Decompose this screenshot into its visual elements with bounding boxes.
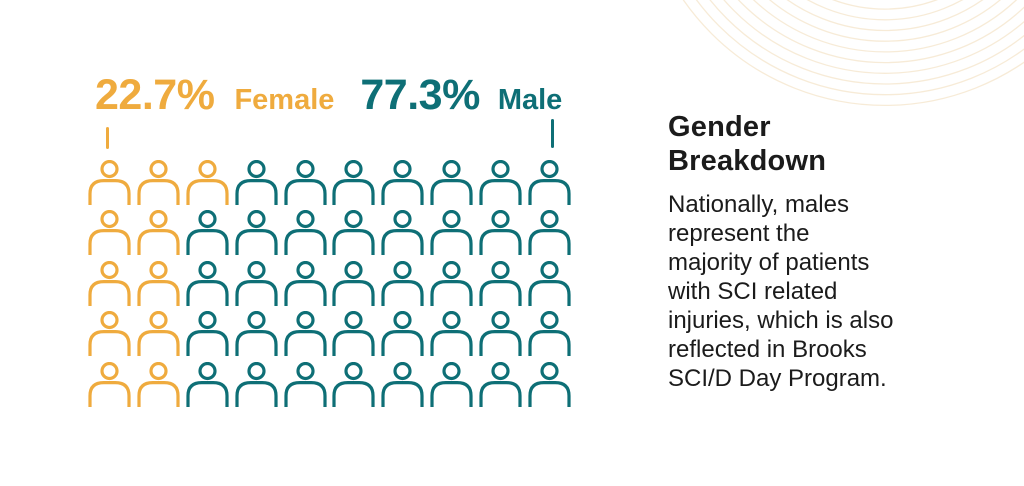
female-person-icon	[137, 160, 186, 210]
male-person-icon	[235, 260, 284, 311]
male-person-icon	[381, 311, 430, 361]
female-person-icon	[137, 311, 186, 361]
male-person-icon	[283, 311, 333, 361]
female-person-icon	[137, 361, 186, 412]
female-person-icon	[88, 311, 137, 361]
male-person-icon	[283, 361, 333, 412]
male-person-icon	[332, 361, 381, 412]
male-person-icon	[283, 160, 333, 210]
female-person-icon	[88, 361, 137, 412]
male-person-icon	[332, 210, 381, 260]
male-person-icon	[332, 311, 381, 361]
male-person-icon	[235, 361, 284, 412]
male-person-icon	[381, 160, 430, 210]
legend: 22.7% Female 77.3% Male	[95, 74, 562, 117]
panel-body-text: Nationally, males represent the majority…	[668, 191, 894, 392]
male-person-icon	[381, 210, 430, 260]
male-person-icon	[479, 210, 528, 260]
female-person-icon	[137, 260, 186, 311]
male-person-icon	[528, 210, 577, 260]
female-person-icon	[88, 160, 137, 210]
male-person-icon	[235, 160, 284, 210]
female-tick-mark	[106, 127, 109, 149]
male-person-icon	[430, 160, 479, 210]
pictogram-grid	[88, 160, 577, 412]
male-person-icon	[381, 361, 430, 412]
male-person-icon	[332, 260, 381, 311]
male-person-icon	[430, 361, 479, 412]
male-person-icon	[186, 260, 235, 311]
male-person-icon	[381, 260, 430, 311]
male-person-icon	[430, 311, 479, 361]
male-person-icon	[430, 210, 479, 260]
male-person-icon	[235, 311, 284, 361]
male-person-icon	[528, 361, 577, 412]
female-person-icon	[88, 260, 137, 311]
female-person-icon	[88, 210, 137, 260]
male-person-icon	[479, 361, 528, 412]
male-person-icon	[479, 260, 528, 311]
male-person-icon	[283, 210, 333, 260]
male-person-icon	[479, 160, 528, 210]
female-person-icon	[186, 160, 235, 210]
male-person-icon	[528, 260, 577, 311]
panel-title: Gender Breakdown	[668, 111, 827, 177]
male-person-icon	[430, 260, 479, 311]
male-person-icon	[332, 160, 381, 210]
male-person-icon	[528, 160, 577, 210]
male-percent-value: 77.3%	[360, 71, 480, 119]
female-person-icon	[137, 210, 186, 260]
female-label: Female	[234, 84, 335, 116]
male-person-icon	[235, 210, 284, 260]
male-person-icon	[479, 311, 528, 361]
male-person-icon	[186, 361, 235, 412]
male-person-icon	[528, 311, 577, 361]
male-person-icon	[186, 311, 235, 361]
male-person-icon	[186, 210, 235, 260]
female-percent-value: 22.7%	[95, 71, 215, 119]
male-person-icon	[283, 260, 333, 311]
male-tick-mark	[551, 119, 554, 148]
male-label: Male	[497, 84, 563, 116]
